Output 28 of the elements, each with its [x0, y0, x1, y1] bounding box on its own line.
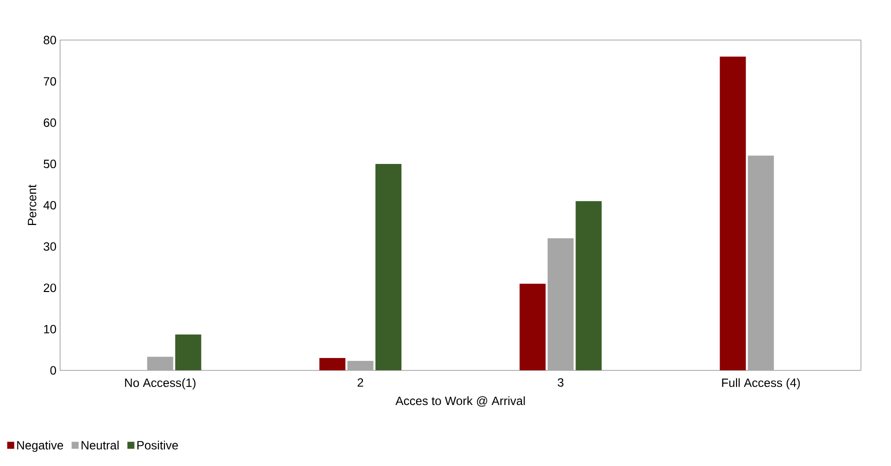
bar	[576, 201, 602, 371]
bar	[175, 334, 202, 371]
y-tick-label: 20	[44, 284, 56, 292]
x-tick-label: Full Access (4)	[722, 378, 800, 390]
bar	[548, 238, 574, 371]
bar	[375, 164, 402, 371]
y-axis-title: Percent	[28, 184, 36, 226]
legend-label: Negative	[17, 440, 64, 452]
legend-label: Neutral	[82, 440, 119, 450]
x-tick-label: No Access(1)	[125, 378, 196, 390]
bar	[748, 156, 774, 371]
bar	[319, 358, 346, 371]
y-tick-label: 70	[44, 77, 56, 86]
bar	[520, 284, 546, 371]
x-tick-label: 3	[558, 378, 564, 387]
legend-label: Positive	[137, 440, 178, 450]
bar	[720, 56, 746, 371]
y-tick-label: 30	[44, 242, 56, 252]
y-tick-label: 10	[44, 325, 56, 334]
x-axis-title: Acces to Work @ Arrival	[395, 396, 525, 407]
bar	[347, 361, 374, 371]
x-tick-label: 2	[358, 378, 364, 387]
bar	[147, 357, 174, 371]
y-tick-label: 60	[44, 118, 56, 128]
y-tick-label: 80	[44, 36, 56, 45]
y-tick-label: 40	[43, 201, 56, 210]
y-tick-label: 0	[50, 366, 56, 375]
y-tick-label: 50	[44, 160, 56, 168]
